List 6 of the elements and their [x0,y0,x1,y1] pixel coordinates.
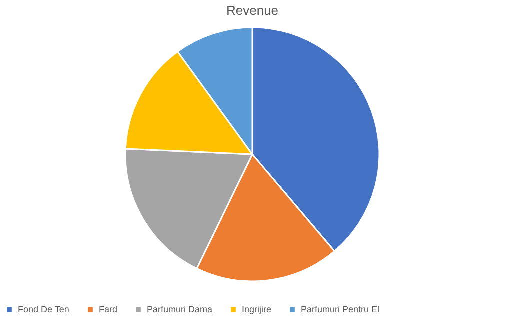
chart-title: Revenue [226,3,279,18]
legend-label: Fond De Ten [18,304,70,315]
legend-label: Parfumuri Pentru El [301,304,380,315]
legend-label: Fard [99,304,118,315]
legend-label: Ingrijire [242,304,272,315]
legend-label: Parfumuri Dama [147,304,213,315]
